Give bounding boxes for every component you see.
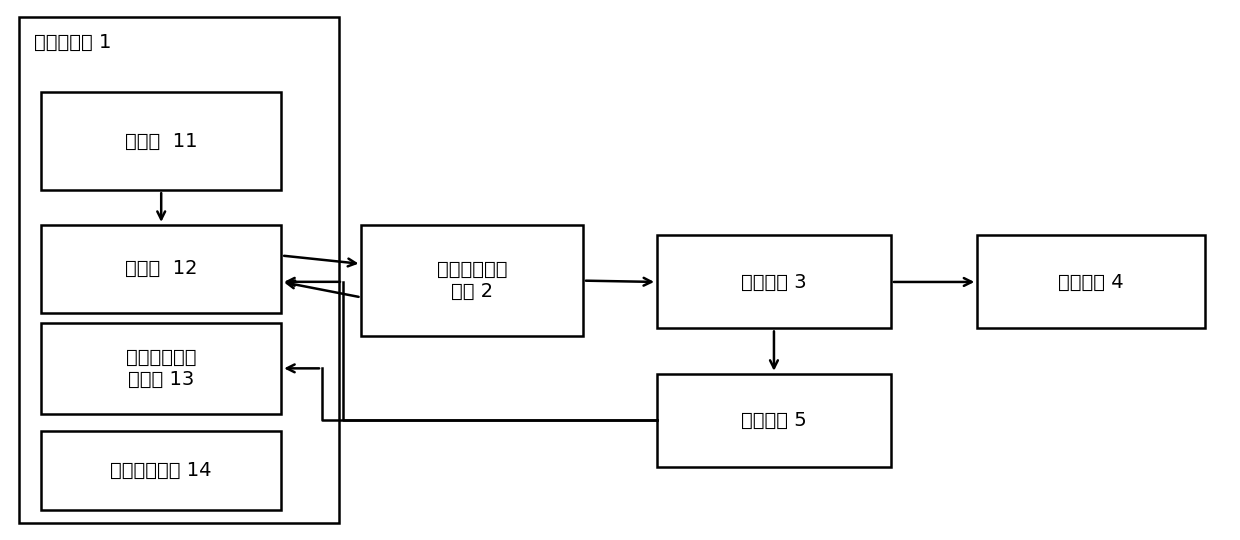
Text: 显微镜系统 1: 显微镜系统 1 — [33, 33, 112, 52]
Text: 图像信息采集
模块 2: 图像信息采集 模块 2 — [436, 260, 507, 301]
Bar — [361, 225, 583, 336]
Text: 控制模块 5: 控制模块 5 — [742, 411, 807, 430]
Bar — [977, 235, 1205, 328]
Bar — [41, 323, 281, 414]
Bar — [657, 235, 892, 328]
Bar — [19, 17, 340, 523]
Text: 加热控温装置 14: 加热控温装置 14 — [110, 461, 212, 480]
Bar — [41, 92, 281, 190]
Text: 分析模块 3: 分析模块 3 — [742, 273, 807, 292]
Bar — [657, 374, 892, 467]
Text: 透镜组  12: 透镜组 12 — [125, 259, 197, 278]
Text: 输出模块 4: 输出模块 4 — [1058, 273, 1123, 292]
Text: 显微镜  11: 显微镜 11 — [125, 132, 197, 151]
Text: 三轴自动运动
载物台 13: 三轴自动运动 载物台 13 — [126, 348, 196, 389]
Bar — [41, 225, 281, 313]
Bar — [41, 430, 281, 510]
